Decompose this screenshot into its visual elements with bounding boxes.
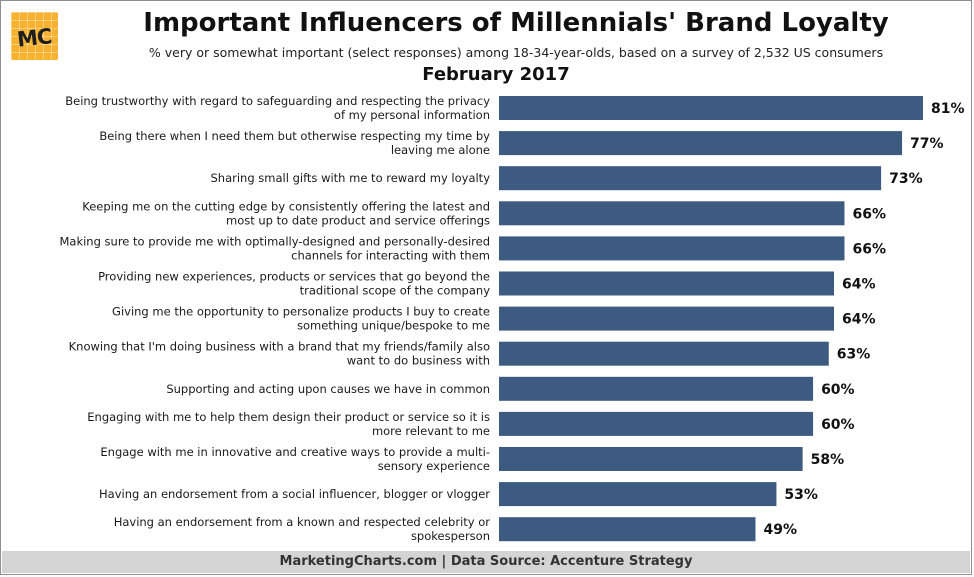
bar-5	[499, 271, 835, 296]
category-label-3-line-0: Keeping me on the cutting edge by consis…	[82, 199, 490, 213]
category-label-8-line-0: Supporting and acting upon causes we hav…	[166, 382, 490, 396]
category-label-1-line-0: Being there when I need them but otherwi…	[99, 129, 490, 143]
category-label-4-line-0: Making sure to provide me with optimally…	[59, 234, 490, 248]
category-label-10-line-0: Engage with me in innovative and creativ…	[100, 445, 490, 459]
category-label-7-line-0: Knowing that I'm doing business with a b…	[69, 340, 490, 354]
category-label-4-line-1: channels for interacting with them	[291, 248, 490, 262]
bar-2	[499, 166, 882, 191]
category-label-5-line-0: Providing new experiences, products or s…	[98, 270, 490, 284]
bar-value-label-0: 81%	[931, 101, 965, 117]
category-label-5-line-1: traditional scope of the company	[300, 284, 491, 298]
bar-3	[499, 201, 845, 226]
bar-9	[499, 411, 814, 436]
category-label-1-line-1: leaving me alone	[391, 143, 490, 157]
chart-date: February 2017	[422, 64, 570, 85]
category-label-6-line-1: something unique/bespoke to me	[297, 319, 490, 333]
bar-value-label-3: 66%	[852, 206, 886, 222]
chart-subtitle: % very or somewhat important (select res…	[148, 45, 884, 60]
category-label-12-line-1: spokesperson	[411, 529, 490, 543]
bar-value-label-10: 58%	[811, 452, 845, 468]
category-label-10-line-1: sensory experience	[378, 459, 490, 473]
bar-value-label-11: 53%	[784, 487, 818, 503]
source-footer: MarketingCharts.com | Data Source: Accen…	[2, 551, 970, 573]
bar-4	[499, 236, 845, 261]
bar-8	[499, 376, 814, 401]
category-label-2-line-0: Sharing small gifts with me to reward my…	[210, 171, 490, 185]
category-label-9-line-0: Engaging with me to help them design the…	[87, 410, 490, 424]
category-label-7-line-1: want to do business with	[347, 354, 490, 368]
bar-value-label-7: 63%	[837, 347, 871, 363]
bar-12	[499, 517, 756, 542]
category-label-0-line-1: of my personal information	[334, 108, 490, 122]
category-label-3-line-1: most up to date product and service offe…	[226, 213, 490, 227]
category-label-12-line-0: Having an endorsement from a known and r…	[114, 515, 491, 529]
bar-10	[499, 447, 803, 471]
category-label-0-line-0: Being trustworthy with regard to safegua…	[65, 94, 490, 108]
bar-11	[499, 482, 777, 507]
category-label-11-line-0: Having an endorsement from a social infl…	[99, 487, 490, 501]
bar-1	[499, 131, 903, 156]
bar-0	[499, 96, 923, 120]
bar-7	[499, 341, 829, 366]
bar-value-label-9: 60%	[821, 417, 855, 433]
bar-value-label-8: 60%	[821, 382, 855, 398]
bar-chart: 81% Being trustworthy with regard to safe…	[59, 94, 965, 543]
bar-6	[499, 306, 835, 331]
mc-logo: MC	[11, 12, 58, 60]
bar-value-label-4: 66%	[852, 241, 886, 257]
category-label-6-line-0: Giving me the opportunity to personalize…	[112, 305, 490, 319]
chart-title: Important Influencers of Millennials' Br…	[143, 8, 889, 38]
bar-value-label-12: 49%	[763, 522, 797, 538]
category-label-9-line-1: more relevant to me	[372, 424, 490, 438]
bar-value-label-1: 77%	[910, 136, 944, 152]
bar-value-label-5: 64%	[842, 277, 876, 293]
logo-pattern	[11, 12, 58, 60]
bar-value-label-6: 64%	[842, 312, 876, 328]
bar-value-label-2: 73%	[889, 171, 923, 187]
